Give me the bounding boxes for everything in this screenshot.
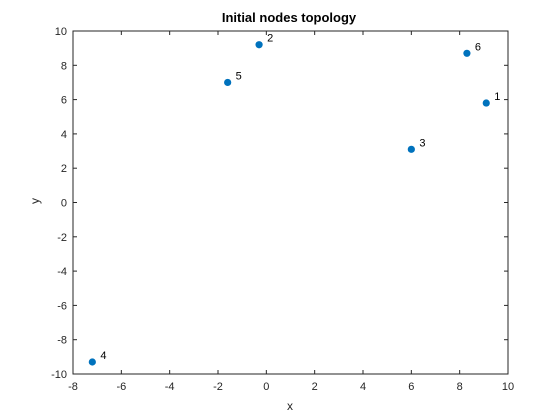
y-tick-label: 2 <box>61 163 67 175</box>
chart-title: Initial nodes topology <box>222 10 357 25</box>
point-label: 4 <box>100 350 106 362</box>
y-tick-label: -6 <box>57 300 67 312</box>
y-tick-label: 0 <box>61 198 67 210</box>
point-label: 5 <box>236 70 242 82</box>
data-point <box>88 358 96 366</box>
plot-area <box>72 30 509 375</box>
y-tick-label: -8 <box>57 335 67 347</box>
x-tick-label: -6 <box>116 381 126 393</box>
data-point <box>255 41 263 49</box>
y-tick-label: 4 <box>61 129 67 141</box>
y-tick-label: -10 <box>51 369 67 381</box>
data-point <box>463 49 471 57</box>
data-point <box>482 99 490 107</box>
y-tick-label: 8 <box>61 60 67 72</box>
x-axis-label: x <box>287 399 293 413</box>
x-tick-label: 10 <box>502 381 514 393</box>
x-tick-label: 4 <box>360 381 366 393</box>
data-points: 1 2 3 4 5 6 <box>88 33 500 366</box>
x-tick-label: -2 <box>213 381 223 393</box>
y-axis-label: y <box>28 198 42 204</box>
x-tick-label: -8 <box>68 381 78 393</box>
point-label: 1 <box>494 91 500 103</box>
point-label: 3 <box>419 137 425 149</box>
y-axis: -10 -8 -6 -4 -2 0 2 4 6 8 10 <box>51 26 508 381</box>
x-tick-label: 6 <box>408 381 414 393</box>
point-label: 2 <box>267 33 273 45</box>
y-tick-label: -2 <box>57 232 67 244</box>
x-tick-label: 0 <box>263 381 269 393</box>
data-point <box>407 145 415 153</box>
y-tick-label: 10 <box>55 26 67 38</box>
data-point <box>224 78 232 87</box>
y-tick-label: 6 <box>61 95 67 107</box>
x-tick-label: -4 <box>165 381 175 393</box>
y-tick-label: -4 <box>57 266 67 278</box>
x-axis: -8 -6 -4 -2 0 2 4 6 8 10 <box>68 31 514 393</box>
x-tick-label: 8 <box>457 381 463 393</box>
point-label: 6 <box>475 41 481 53</box>
x-tick-label: 2 <box>312 381 318 393</box>
